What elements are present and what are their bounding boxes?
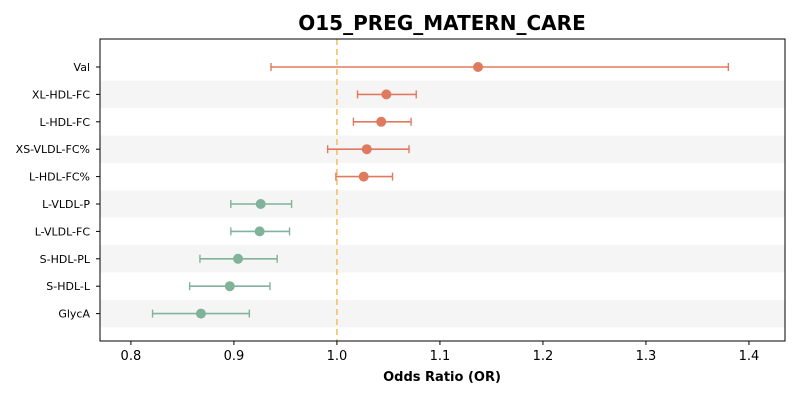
or-point: [358, 171, 369, 182]
y-tick-label: Val: [74, 61, 90, 74]
or-point: [233, 253, 244, 264]
y-tick-label: L-VLDL-P: [42, 198, 90, 211]
y-tick-label: L-HDL-FC: [39, 116, 90, 129]
y-tick-label: XS-VLDL-FC%: [16, 143, 90, 156]
or-point: [195, 308, 206, 319]
y-tick-label: XL-HDL-FC: [32, 88, 90, 101]
y-tick-label: L-VLDL-FC: [35, 225, 91, 238]
row-band: [100, 190, 785, 218]
data-row: [151, 308, 251, 319]
y-tick-label: S-HDL-L: [46, 280, 91, 293]
y-tick-label: L-HDL-FC%: [29, 171, 90, 184]
x-tick-label: 0.8: [121, 349, 142, 364]
odds-ratio-series: [151, 62, 730, 319]
x-tick-label: 1.1: [430, 349, 451, 364]
y-tick-label: GlycA: [58, 308, 90, 321]
or-point: [361, 144, 372, 155]
or-point: [473, 62, 484, 72]
x-axis: 0.8 0.9 1.0 1.1 1.2 1.3 1.4: [121, 341, 760, 364]
data-row: [230, 226, 291, 237]
x-tick-label: 1.4: [739, 349, 760, 364]
data-row: [326, 144, 410, 155]
or-point: [381, 89, 392, 100]
data-row: [270, 62, 730, 72]
x-tick-label: 1.2: [533, 349, 554, 364]
y-tick-label: S-HDL-PL: [40, 253, 91, 266]
or-point: [254, 226, 265, 237]
data-row: [199, 253, 278, 264]
x-axis-label: Odds Ratio (OR): [383, 370, 501, 385]
chart-title: O15_PREG_MATERN_CARE: [298, 11, 585, 35]
y-axis: Val XL-HDL-FC L-HDL-FC XS-VLDL-FC% L-HDL-FC%…: [16, 61, 100, 321]
or-point: [224, 281, 235, 292]
data-row: [188, 281, 271, 292]
x-tick-label: 1.3: [636, 349, 657, 364]
row-bands: [100, 80, 785, 328]
data-row: [356, 89, 417, 100]
or-point: [376, 116, 387, 127]
x-tick-label: 1.0: [327, 349, 348, 364]
row-band: [100, 135, 785, 163]
data-row: [352, 116, 412, 127]
data-row: [230, 199, 293, 209]
x-tick-label: 0.9: [224, 349, 245, 364]
row-band: [100, 80, 785, 109]
data-row: [335, 171, 394, 182]
plot-frame: [99, 38, 786, 342]
or-point: [255, 199, 266, 209]
